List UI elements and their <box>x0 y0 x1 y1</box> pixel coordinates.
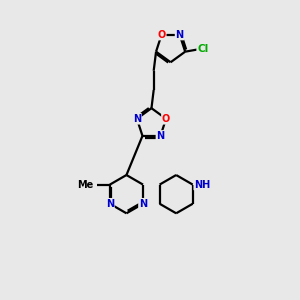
Text: N: N <box>156 131 164 141</box>
Text: O: O <box>158 30 166 40</box>
Text: N: N <box>106 199 114 209</box>
Text: Cl: Cl <box>197 44 208 54</box>
Text: N: N <box>176 30 184 40</box>
Text: N: N <box>139 199 147 209</box>
Text: N: N <box>133 114 141 124</box>
Text: O: O <box>162 114 170 124</box>
Text: NH: NH <box>194 180 211 190</box>
Text: Me: Me <box>77 180 94 190</box>
